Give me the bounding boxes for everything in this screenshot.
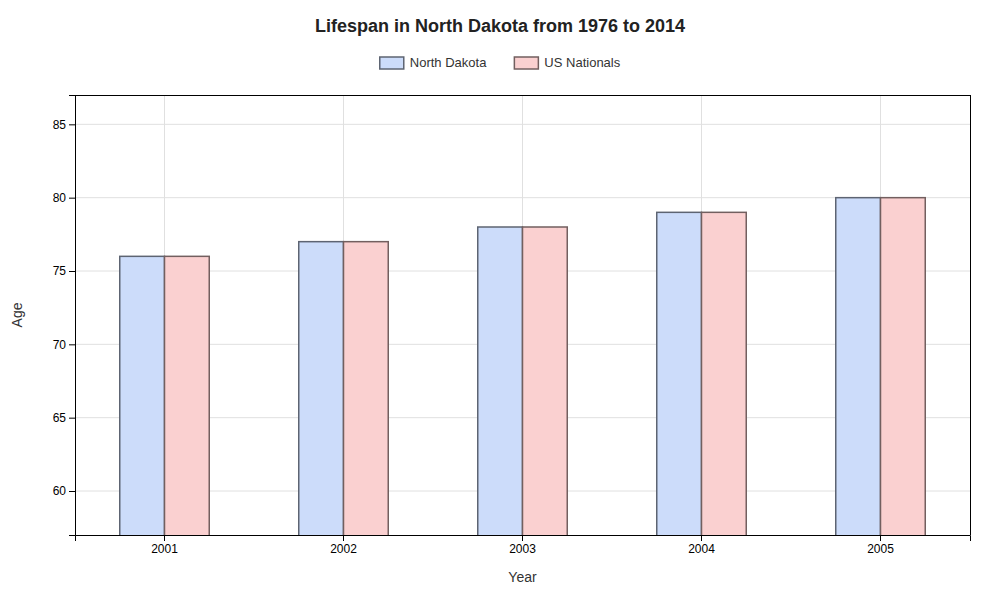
tick-mark xyxy=(69,491,75,492)
y-axis-title: Age xyxy=(9,302,25,327)
tick-label: 2005 xyxy=(867,542,894,556)
tick-mark xyxy=(522,535,523,541)
axis-line xyxy=(76,536,971,542)
legend-label: US Nationals xyxy=(544,55,620,70)
tick-label: 2002 xyxy=(330,542,357,556)
bar xyxy=(299,242,344,535)
bar xyxy=(523,227,568,535)
tick-mark xyxy=(69,198,75,199)
bar xyxy=(120,256,165,535)
tick-label: 75 xyxy=(53,264,67,278)
tick: 2002 xyxy=(330,535,357,556)
tick-label: 85 xyxy=(53,118,67,132)
tick: 2004 xyxy=(688,535,715,556)
bar xyxy=(836,198,881,535)
legend: North Dakota US Nationals xyxy=(380,55,621,70)
x-axis-title: Year xyxy=(508,569,537,585)
bar xyxy=(657,212,702,535)
tick-mark xyxy=(343,535,344,541)
title: Lifespan in North Dakota from 1976 to 20… xyxy=(315,16,685,36)
tick-mark xyxy=(69,344,75,345)
x-axis: 2001 2002 2003 2004 2005 xyxy=(76,535,971,556)
tick: 85 xyxy=(53,118,75,132)
tick: 80 xyxy=(53,191,75,205)
legend-item: US Nationals xyxy=(514,55,620,70)
tick-mark xyxy=(701,535,702,541)
tick: 2001 xyxy=(151,535,178,556)
tick-mark xyxy=(69,124,75,125)
plot-area: 60 65 70 75 80 85 2001 2002 2003 2004 2005 xyxy=(53,95,971,600)
legend-item: North Dakota xyxy=(380,55,487,70)
tick-label: 2004 xyxy=(688,542,715,556)
chart-container: 60 65 70 75 80 85 2001 2002 2003 2004 2005 Year Age L… xyxy=(0,0,1000,600)
tick-mark xyxy=(69,418,75,419)
legend-label: North Dakota xyxy=(410,55,487,70)
tick: 65 xyxy=(53,411,75,425)
tick-label: 60 xyxy=(53,484,67,498)
bar xyxy=(881,198,926,535)
legend-swatch xyxy=(380,57,404,69)
y-axis: 60 65 70 75 80 85 xyxy=(53,96,76,536)
bar-series xyxy=(165,198,926,535)
tick: 2003 xyxy=(509,535,536,556)
tick-label: 70 xyxy=(53,338,67,352)
tick-label: 2003 xyxy=(509,542,536,556)
tick-label: 80 xyxy=(53,191,67,205)
axis-line xyxy=(69,96,76,536)
plot-frame xyxy=(970,95,971,535)
bar xyxy=(344,242,389,535)
bar xyxy=(165,256,210,535)
bar xyxy=(702,212,747,535)
tick: 75 xyxy=(53,264,75,278)
bars xyxy=(120,198,926,535)
tick-label: 65 xyxy=(53,411,67,425)
bar-series xyxy=(120,198,881,535)
tick: 70 xyxy=(53,338,75,352)
tick-label: 2001 xyxy=(151,542,178,556)
plot-frame xyxy=(75,95,970,96)
chart: 60 65 70 75 80 85 2001 2002 2003 2004 2005 Year Age L… xyxy=(0,0,1000,600)
tick-mark xyxy=(880,535,881,541)
legend-swatch xyxy=(514,57,538,69)
tick: 2005 xyxy=(867,535,894,556)
tick-mark xyxy=(164,535,165,541)
tick-mark xyxy=(69,271,75,272)
tick: 60 xyxy=(53,484,75,498)
bar xyxy=(478,227,523,535)
